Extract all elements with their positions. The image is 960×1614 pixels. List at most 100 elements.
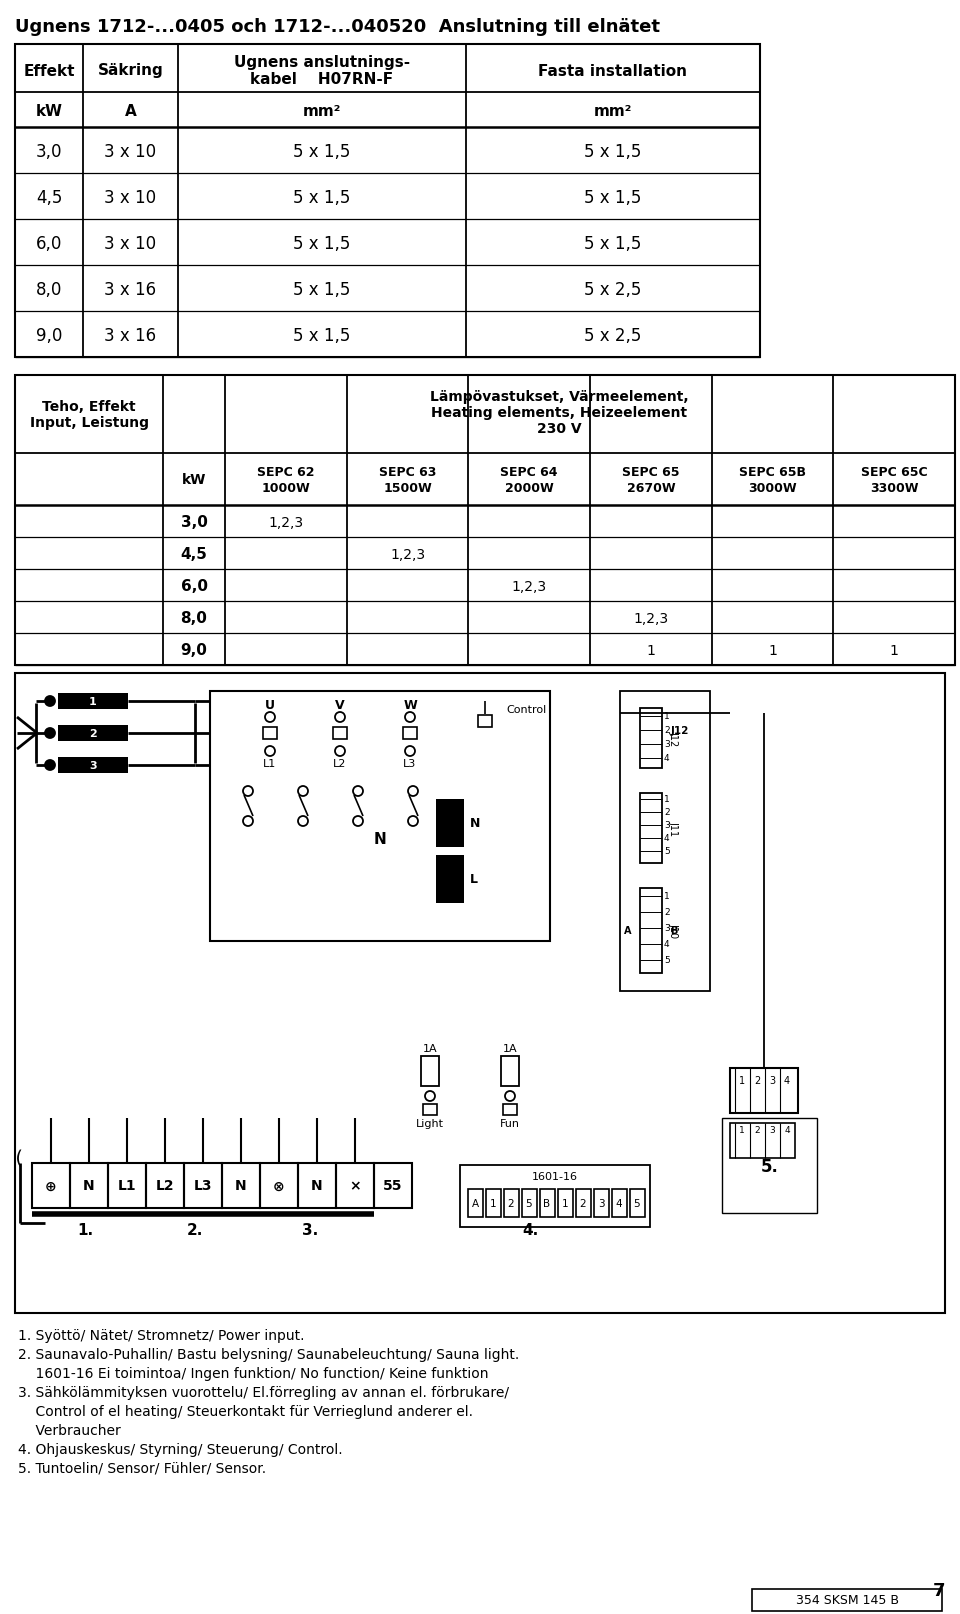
- Text: 3. Sähkölämmityksen vuorottelu/ El.förregling av annan el. förbrukare/: 3. Sähkölämmityksen vuorottelu/ El.förre…: [18, 1385, 509, 1399]
- Text: A: A: [624, 925, 632, 936]
- Text: 1,2,3: 1,2,3: [634, 612, 668, 626]
- Text: 1: 1: [739, 1127, 745, 1135]
- Text: 5. Tuntoelin/ Sensor/ Fühler/ Sensor.: 5. Tuntoelin/ Sensor/ Fühler/ Sensor.: [18, 1461, 266, 1475]
- Text: 4: 4: [784, 1075, 790, 1085]
- Text: 3 x 10: 3 x 10: [105, 144, 156, 161]
- Text: J12: J12: [668, 731, 678, 746]
- Text: 3: 3: [664, 923, 670, 933]
- Text: 1: 1: [664, 893, 670, 901]
- Text: 1: 1: [664, 712, 670, 721]
- Text: Fun: Fun: [500, 1119, 520, 1128]
- Text: 5: 5: [634, 1198, 640, 1209]
- Text: 1500W: 1500W: [383, 483, 432, 495]
- Text: kW: kW: [181, 473, 206, 487]
- Text: 1: 1: [890, 644, 899, 657]
- Bar: [374, 1164, 412, 1209]
- Bar: [722, 1119, 817, 1214]
- Text: SEPC 63: SEPC 63: [379, 466, 436, 479]
- Bar: [436, 855, 464, 904]
- Bar: [522, 1190, 537, 1217]
- Text: 1A: 1A: [503, 1043, 517, 1054]
- Bar: [478, 715, 492, 728]
- Text: 8,0: 8,0: [180, 612, 207, 626]
- Text: 1: 1: [89, 697, 97, 707]
- Text: 5 x 1,5: 5 x 1,5: [294, 281, 350, 299]
- Text: 5: 5: [526, 1198, 532, 1209]
- Text: 1,2,3: 1,2,3: [268, 516, 303, 529]
- Text: 2000W: 2000W: [505, 483, 554, 495]
- Text: 2: 2: [755, 1127, 759, 1135]
- Bar: [263, 728, 277, 739]
- Text: N: N: [84, 1178, 95, 1193]
- Text: 3,0: 3,0: [36, 144, 62, 161]
- Bar: [298, 1164, 336, 1209]
- Text: 4: 4: [664, 939, 670, 949]
- Text: 5: 5: [664, 955, 670, 965]
- Bar: [504, 1190, 519, 1217]
- Text: 2: 2: [754, 1075, 760, 1085]
- Text: 354 SKSM 145 B: 354 SKSM 145 B: [796, 1593, 899, 1606]
- Text: 6,0: 6,0: [180, 579, 207, 594]
- Bar: [70, 1164, 108, 1209]
- Bar: [146, 1164, 184, 1209]
- Text: 3000W: 3000W: [748, 483, 797, 495]
- Text: 4,5: 4,5: [36, 189, 62, 207]
- Text: 2.: 2.: [187, 1223, 204, 1238]
- Text: 1: 1: [490, 1198, 496, 1209]
- Bar: [468, 1190, 483, 1217]
- Bar: [730, 1123, 795, 1159]
- Text: L3: L3: [403, 759, 417, 768]
- Text: 4,5: 4,5: [180, 547, 207, 562]
- Text: Light: Light: [416, 1119, 444, 1128]
- Text: SEPC 65: SEPC 65: [622, 466, 680, 479]
- Text: SEPC 64: SEPC 64: [500, 466, 558, 479]
- Text: Ugnens anslutnings-
kabel    H07RN-F: Ugnens anslutnings- kabel H07RN-F: [234, 55, 410, 87]
- Text: Control: Control: [506, 705, 546, 715]
- Bar: [222, 1164, 260, 1209]
- Text: N: N: [470, 817, 480, 830]
- Text: 5 x 2,5: 5 x 2,5: [585, 281, 641, 299]
- Text: 4: 4: [784, 1127, 790, 1135]
- Text: 1. Syöttö/ Nätet/ Stromnetz/ Power input.: 1. Syöttö/ Nätet/ Stromnetz/ Power input…: [18, 1328, 304, 1343]
- Bar: [576, 1190, 591, 1217]
- Text: 5.: 5.: [761, 1157, 779, 1175]
- Text: A: A: [471, 1198, 479, 1209]
- Bar: [333, 728, 347, 739]
- Bar: [752, 1590, 942, 1611]
- Bar: [423, 1104, 437, 1115]
- Text: N: N: [373, 831, 386, 847]
- Text: 9,0: 9,0: [36, 326, 62, 345]
- Text: V: V: [335, 699, 345, 712]
- Text: L1: L1: [263, 759, 276, 768]
- Text: 3: 3: [89, 760, 97, 770]
- Text: 2670W: 2670W: [627, 483, 675, 495]
- Bar: [620, 691, 710, 991]
- Text: 5 x 1,5: 5 x 1,5: [585, 144, 641, 161]
- Text: 2: 2: [664, 909, 670, 917]
- Bar: [503, 1104, 517, 1115]
- Text: B: B: [670, 925, 678, 936]
- Text: 2: 2: [89, 728, 97, 739]
- Bar: [612, 1190, 627, 1217]
- Bar: [58, 694, 128, 710]
- Text: 1: 1: [768, 644, 777, 657]
- Text: 2: 2: [664, 809, 670, 817]
- Text: Verbraucher: Verbraucher: [18, 1424, 121, 1436]
- Bar: [184, 1164, 222, 1209]
- Text: J11: J11: [668, 822, 678, 836]
- Bar: [15, 673, 945, 1314]
- Text: 2. Saunavalo-Puhallin/ Bastu belysning/ Saunabeleuchtung/ Sauna light.: 2. Saunavalo-Puhallin/ Bastu belysning/ …: [18, 1348, 519, 1361]
- Bar: [640, 888, 662, 973]
- Text: 1601-16 Ei toimintoa/ Ingen funktion/ No function/ Keine funktion: 1601-16 Ei toimintoa/ Ingen funktion/ No…: [18, 1365, 489, 1380]
- Bar: [15, 376, 955, 665]
- Circle shape: [45, 728, 55, 739]
- Circle shape: [45, 760, 55, 770]
- Text: 7: 7: [932, 1582, 945, 1599]
- Text: 4.: 4.: [522, 1223, 539, 1238]
- Text: 4: 4: [664, 754, 670, 763]
- Bar: [540, 1190, 555, 1217]
- Bar: [336, 1164, 374, 1209]
- Bar: [630, 1190, 645, 1217]
- Bar: [421, 1056, 439, 1086]
- Text: L1: L1: [118, 1178, 136, 1193]
